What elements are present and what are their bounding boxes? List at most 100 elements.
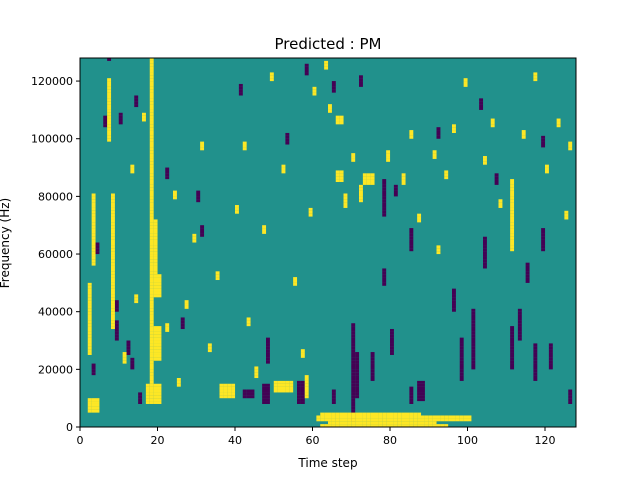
heatmap-cell-high xyxy=(111,326,115,330)
heatmap-cell-high xyxy=(157,349,162,353)
heatmap-cell-high xyxy=(149,150,154,154)
heatmap-cell-high xyxy=(91,242,96,246)
heatmap-cell-high xyxy=(300,354,305,358)
heatmap-cell-high xyxy=(87,317,92,321)
heatmap-cell-low xyxy=(355,372,360,376)
heatmap-cell-low xyxy=(483,259,487,263)
heatmap-cell-low xyxy=(517,320,522,324)
heatmap-cell-low xyxy=(517,308,522,312)
heatmap-cell-high xyxy=(219,389,224,393)
heatmap-cell-high xyxy=(285,383,290,387)
heatmap-cell-high xyxy=(452,127,456,131)
heatmap-cell-high xyxy=(366,412,371,416)
heatmap-cell-low xyxy=(355,377,360,381)
heatmap-cell-high xyxy=(390,424,394,428)
heatmap-cell-low xyxy=(351,349,356,353)
heatmap-cell-low xyxy=(452,300,456,304)
heatmap-cell-low xyxy=(126,343,131,347)
heatmap-cell-low xyxy=(548,352,553,355)
heatmap-cell-high xyxy=(397,418,402,422)
heatmap-cell-high xyxy=(157,291,162,295)
heatmap-cell-low xyxy=(331,401,336,404)
heatmap-cell-high xyxy=(149,72,154,76)
heatmap-cell-high xyxy=(153,256,158,260)
heatmap-cell-low xyxy=(479,101,484,105)
heatmap-cell-high xyxy=(409,424,414,428)
heatmap-cell-low xyxy=(452,297,456,301)
heatmap-cell-high xyxy=(219,386,224,390)
heatmap-cell-high xyxy=(269,78,274,82)
heatmap-cell-high xyxy=(328,424,332,428)
heatmap-cell-high xyxy=(359,418,363,422)
heatmap-cell-high xyxy=(157,357,162,361)
heatmap-cell-high xyxy=(378,412,383,416)
heatmap-cell-high xyxy=(335,412,340,416)
heatmap-cell-high xyxy=(149,233,154,237)
heatmap-cell-low xyxy=(200,230,205,234)
heatmap-cell-high xyxy=(339,418,344,422)
heatmap-cell-high xyxy=(362,179,367,183)
heatmap-cell-high xyxy=(87,340,92,344)
heatmap-cell-high xyxy=(289,386,294,390)
heatmap-cell-low xyxy=(541,141,546,145)
heatmap-cell-high xyxy=(122,357,127,361)
heatmap-cell-low xyxy=(417,395,422,399)
heatmap-cell-high xyxy=(355,412,360,416)
heatmap-cell-high xyxy=(149,288,154,292)
heatmap-cell-high xyxy=(564,216,569,220)
heatmap-cell-low xyxy=(471,314,476,318)
heatmap-cell-low xyxy=(510,363,515,367)
heatmap-cell-high xyxy=(428,424,433,428)
heatmap-cell-low xyxy=(382,205,387,208)
heatmap-cell-low xyxy=(351,337,356,341)
heatmap-cell-high xyxy=(510,228,515,232)
heatmap-cell-high xyxy=(91,225,96,229)
y-tick-label: 0 xyxy=(66,421,73,434)
heatmap-cell-low xyxy=(471,308,476,312)
heatmap-cell-high xyxy=(347,418,352,422)
heatmap-cell-high xyxy=(273,389,278,393)
heatmap-cell-high xyxy=(339,421,344,425)
heatmap-cell-low xyxy=(517,334,522,338)
heatmap-cell-low xyxy=(304,69,309,73)
heatmap-cell-high xyxy=(122,360,127,364)
heatmap-cell-high xyxy=(107,115,112,119)
heatmap-cell-low xyxy=(409,389,414,393)
heatmap-cell-high xyxy=(87,300,92,304)
heatmap-cell-high xyxy=(157,383,162,387)
heatmap-cell-high xyxy=(510,196,515,200)
heatmap-cell-low xyxy=(250,392,255,396)
heatmap-cell-high xyxy=(91,406,96,410)
heatmap-cell-high xyxy=(510,242,515,246)
heatmap-cell-high xyxy=(111,303,115,306)
heatmap-cell-high xyxy=(149,167,154,171)
heatmap-cell-high xyxy=(235,205,239,208)
heatmap-cell-low xyxy=(459,369,464,373)
heatmap-cell-low xyxy=(548,354,553,358)
heatmap-cell-high xyxy=(343,412,348,416)
heatmap-cell-high xyxy=(91,398,96,402)
heatmap-cell-high xyxy=(149,219,154,223)
heatmap-cell-high xyxy=(111,300,115,304)
heatmap-cell-high xyxy=(111,285,115,289)
heatmap-cell-high xyxy=(149,124,154,128)
heatmap-cell-low xyxy=(471,352,476,355)
heatmap-cell-low xyxy=(297,392,301,396)
heatmap-cell-high xyxy=(273,386,278,390)
heatmap-cell-high xyxy=(149,132,154,136)
heatmap-cell-low xyxy=(134,101,139,105)
heatmap-cell-low xyxy=(114,334,119,338)
heatmap-cell-low xyxy=(351,331,356,335)
heatmap-cell-low xyxy=(459,363,464,367)
heatmap-cell-high xyxy=(153,262,158,266)
heatmap-cell-high xyxy=(153,392,158,396)
heatmap-cell-low xyxy=(359,75,363,79)
heatmap-cell-high xyxy=(149,58,154,61)
heatmap-cell-high xyxy=(351,156,356,159)
heatmap-cell-high xyxy=(149,354,154,358)
heatmap-cell-low xyxy=(130,357,135,361)
heatmap-cell-low xyxy=(351,389,356,393)
heatmap-cell-high xyxy=(510,181,515,185)
heatmap-cell-high xyxy=(405,421,410,425)
heatmap-cell-high xyxy=(165,326,170,330)
